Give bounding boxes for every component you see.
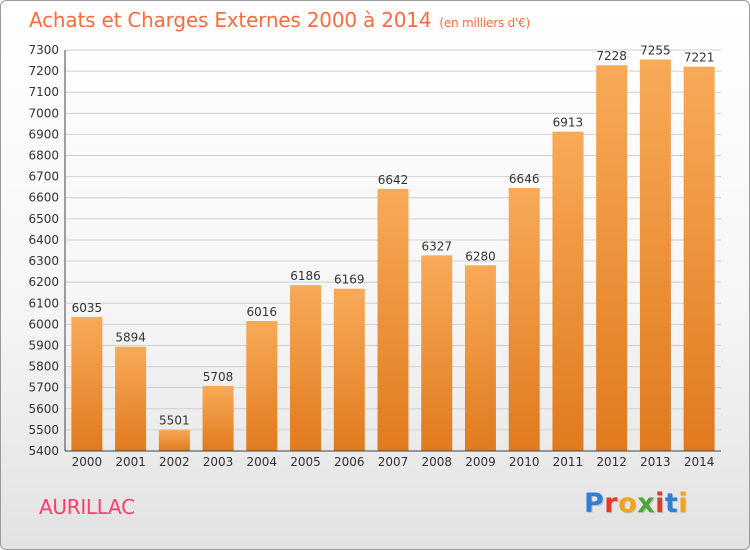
- y-tick-label: 6700: [28, 170, 59, 184]
- x-tick-label: 2006: [334, 455, 365, 469]
- y-tick-label: 5500: [28, 423, 59, 437]
- data-label-2009: 6280: [465, 249, 496, 263]
- data-label-2006: 6169: [334, 273, 365, 287]
- y-tick-label: 7000: [28, 106, 59, 120]
- y-tick-label: 6500: [28, 212, 59, 226]
- x-tick-label: 2012: [596, 455, 627, 469]
- data-label-2010: 6646: [509, 172, 540, 186]
- logo-letter: r: [604, 488, 619, 519]
- x-tick-label: 2003: [203, 455, 234, 469]
- y-tick-label: 5600: [28, 402, 59, 416]
- x-tick-label: 2005: [290, 455, 321, 469]
- axes: [64, 50, 721, 452]
- logo-letter: P: [584, 488, 605, 519]
- y-tick-label: 7300: [28, 43, 59, 57]
- x-tick-label: 2009: [465, 455, 496, 469]
- x-tick-label: 2014: [684, 455, 715, 469]
- bar-2011: [552, 131, 584, 451]
- bars: [71, 59, 715, 452]
- y-tick-label: 7100: [28, 85, 59, 99]
- chart-subtitle: (en milliers d'€): [439, 16, 531, 30]
- bar-2012: [596, 65, 628, 451]
- x-tick-label: 2001: [115, 455, 146, 469]
- y-tick-label: 6100: [28, 296, 59, 310]
- bar-2004: [246, 320, 278, 451]
- data-label-2012: 7228: [596, 49, 627, 63]
- logo-letter: i: [655, 488, 665, 519]
- bar-2000: [71, 316, 103, 451]
- y-tick-label: 6300: [28, 254, 59, 268]
- data-label-2014: 7221: [684, 51, 715, 65]
- data-label-2008: 6327: [421, 239, 452, 253]
- y-tick-label: 5900: [28, 338, 59, 352]
- y-tick-label: 5800: [28, 360, 59, 374]
- bar-2010: [508, 188, 540, 451]
- bar-2013: [639, 59, 671, 451]
- bar-2006: [333, 288, 365, 451]
- bar-2002: [158, 429, 190, 451]
- bar-2007: [377, 188, 409, 452]
- proxiti-logo: Proxiti: [584, 488, 688, 519]
- y-tick-label: 6200: [28, 275, 59, 289]
- data-label-2001: 5894: [115, 331, 146, 345]
- bar-2005: [290, 285, 322, 451]
- y-tick-label: 5400: [28, 444, 59, 458]
- bar-2008: [421, 255, 453, 451]
- y-tick-label: 6900: [28, 127, 59, 141]
- x-tick-label: 2011: [553, 455, 584, 469]
- data-labels: 6035 5894 5501 5708 6016 6186 6169 6642 6327 6280…: [72, 43, 715, 427]
- bar-2001: [115, 346, 147, 451]
- x-tick-label: 2000: [72, 455, 103, 469]
- x-tick-label: 2004: [247, 455, 278, 469]
- x-tick-label: 2008: [421, 455, 452, 469]
- data-label-2005: 6186: [290, 269, 321, 283]
- y-tick-label: 6800: [28, 149, 59, 163]
- data-label-2004: 6016: [247, 305, 278, 319]
- y-tick-label: 6400: [28, 233, 59, 247]
- logo-letter: x: [637, 488, 656, 519]
- y-tick-label: 5700: [28, 381, 59, 395]
- logo-letter: i: [678, 488, 689, 519]
- x-tick-label: 2013: [640, 455, 671, 469]
- data-label-2000: 6035: [72, 301, 103, 315]
- chart-title: Achats et Charges Externes 2000 à 2014 (e…: [29, 8, 530, 32]
- commune-name: AURILLAC: [39, 495, 135, 519]
- bar-2003: [202, 385, 234, 451]
- y-tick-label: 6000: [28, 317, 59, 331]
- bar-2009: [464, 265, 496, 451]
- x-tick-label: 2007: [378, 455, 409, 469]
- y-tick-label: 6600: [28, 191, 59, 205]
- data-label-2011: 6913: [553, 116, 584, 130]
- data-label-2007: 6642: [378, 173, 409, 187]
- logo-letter: t: [664, 488, 679, 519]
- x-axis-tick-labels: 2000 2001 2002 2003 2004 2005 2006 2007 2008 2009…: [72, 455, 715, 469]
- data-label-2013: 7255: [640, 43, 671, 57]
- x-tick-label: 2010: [509, 455, 540, 469]
- x-tick-label: 2002: [159, 455, 190, 469]
- y-axis-tick-labels: 5400 5500 5600 5700 5800 5900 6000 6100 6200 6300…: [28, 43, 59, 458]
- logo-letter: o: [618, 488, 638, 519]
- bar-2014: [683, 66, 715, 451]
- data-label-2003: 5708: [203, 370, 234, 384]
- y-tick-label: 7200: [28, 64, 59, 78]
- data-label-2002: 5501: [159, 414, 190, 428]
- chart-title-text: Achats et Charges Externes 2000 à 2014: [29, 8, 432, 32]
